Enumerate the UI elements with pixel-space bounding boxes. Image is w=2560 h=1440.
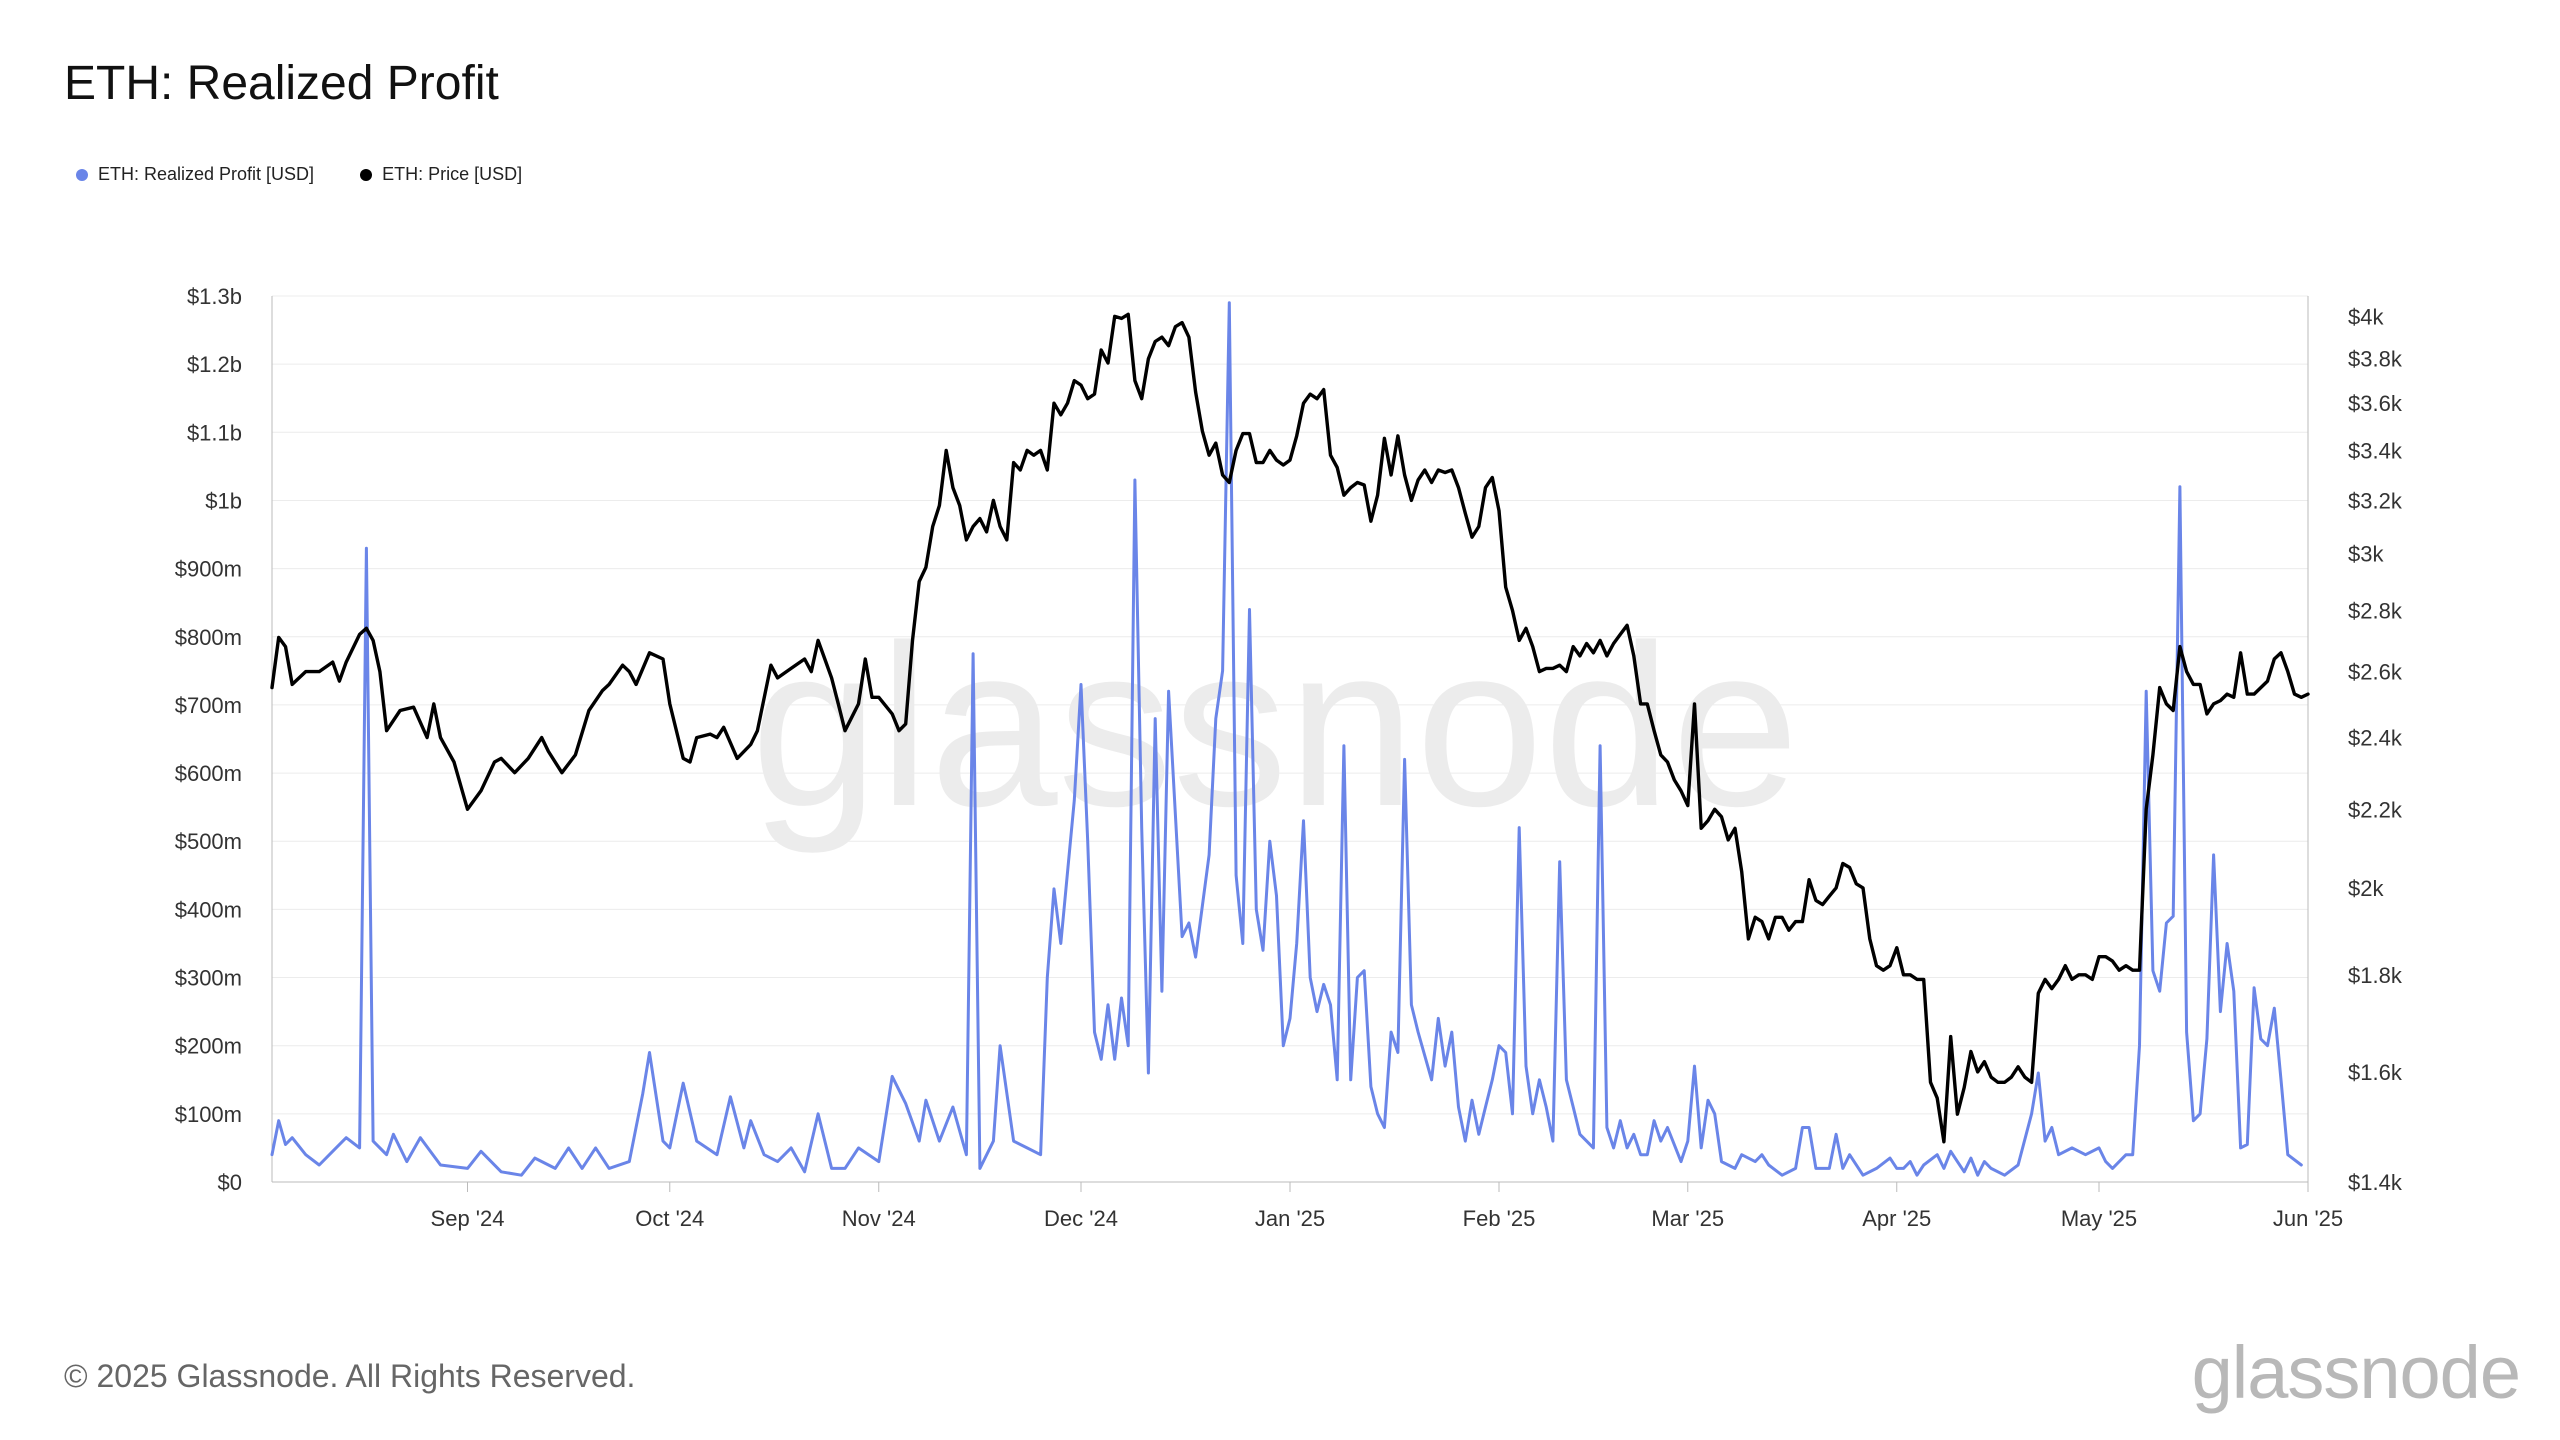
glassnode-logo: glassnode — [2191, 1331, 2521, 1414]
legend-label-realized-profit: ETH: Realized Profit [USD] — [98, 164, 315, 184]
y-right-tick-label: $3.4k — [2348, 438, 2403, 463]
x-tick-label: Nov '24 — [842, 1206, 916, 1231]
y-left-tick-label: $400m — [175, 897, 242, 922]
x-tick-label: Feb '25 — [1463, 1206, 1536, 1231]
y-right-tick-label: $3.2k — [2348, 488, 2403, 513]
y-left-tick-label: $1.3b — [187, 284, 242, 309]
y-right-tick-label: $2.4k — [2348, 726, 2403, 751]
copyright-footer: © 2025 Glassnode. All Rights Reserved. — [64, 1358, 636, 1394]
x-tick-label: Jan '25 — [1255, 1206, 1325, 1231]
y-left-tick-label: $0 — [218, 1170, 242, 1195]
y-left-tick-label: $1.1b — [187, 420, 242, 445]
y-left-tick-label: $100m — [175, 1102, 242, 1127]
y-right-tick-label: $1.4k — [2348, 1170, 2403, 1195]
y-right-tick-label: $2k — [2348, 876, 2384, 901]
price-line — [270, 312, 2310, 1144]
x-tick-label: Apr '25 — [1862, 1206, 1931, 1231]
legend-item-realized-profit[interactable]: ETH: Realized Profit [USD] — [76, 164, 314, 185]
x-tick-label: Jun '25 — [2273, 1206, 2343, 1231]
y-left-tick-label: $1b — [205, 488, 242, 513]
y-right-tick-label: $1.6k — [2348, 1060, 2403, 1085]
y-left-tick-label: $600m — [175, 761, 242, 786]
y-left-tick-label: $800m — [175, 625, 242, 650]
axes-layer: $0 $100m $200m $300m $400m $500m $600m $700m $80… — [175, 284, 2403, 1231]
y-left-tick-label: $700m — [175, 693, 242, 718]
chart-title: ETH: Realized Profit — [64, 57, 499, 110]
legend-dot-price — [360, 168, 373, 181]
y-left-tick-label: $1.2b — [187, 352, 242, 377]
y-right-tick-label: $3.8k — [2348, 347, 2403, 372]
y-right-tick-label: $3k — [2348, 542, 2384, 567]
watermark-text: glassnode — [751, 597, 1800, 854]
y-right-tick-label: $1.8k — [2348, 963, 2403, 988]
chart-legend: ETH: Realized Profit [USD] ETH: Price [U… — [76, 164, 522, 185]
x-tick-label: Sep '24 — [431, 1206, 505, 1231]
y-right-tick-label: $4k — [2348, 304, 2384, 329]
legend-item-price[interactable]: ETH: Price [USD] — [360, 164, 522, 185]
series-layer — [270, 301, 2310, 1177]
y-right-tick-label: $2.6k — [2348, 660, 2403, 685]
realized-profit-line — [270, 301, 2303, 1177]
legend-dot-realized-profit — [76, 168, 88, 181]
y-right-tick-label: $2.8k — [2348, 598, 2403, 623]
y-right-tick-label: $3.6k — [2348, 391, 2403, 416]
y-right-tick-label: $2.2k — [2348, 797, 2403, 822]
x-tick-label: Dec '24 — [1044, 1206, 1118, 1231]
x-tick-label: Mar '25 — [1651, 1206, 1724, 1231]
y-left-tick-label: $900m — [175, 557, 242, 582]
y-left-tick-label: $300m — [175, 966, 242, 991]
y-left-tick-label: $500m — [175, 829, 242, 854]
x-tick-label: May '25 — [2061, 1206, 2137, 1231]
y-left-tick-label: $200m — [175, 1034, 242, 1059]
legend-label-price: ETH: Price [USD] — [382, 164, 523, 184]
x-tick-label: Oct '24 — [635, 1206, 704, 1231]
